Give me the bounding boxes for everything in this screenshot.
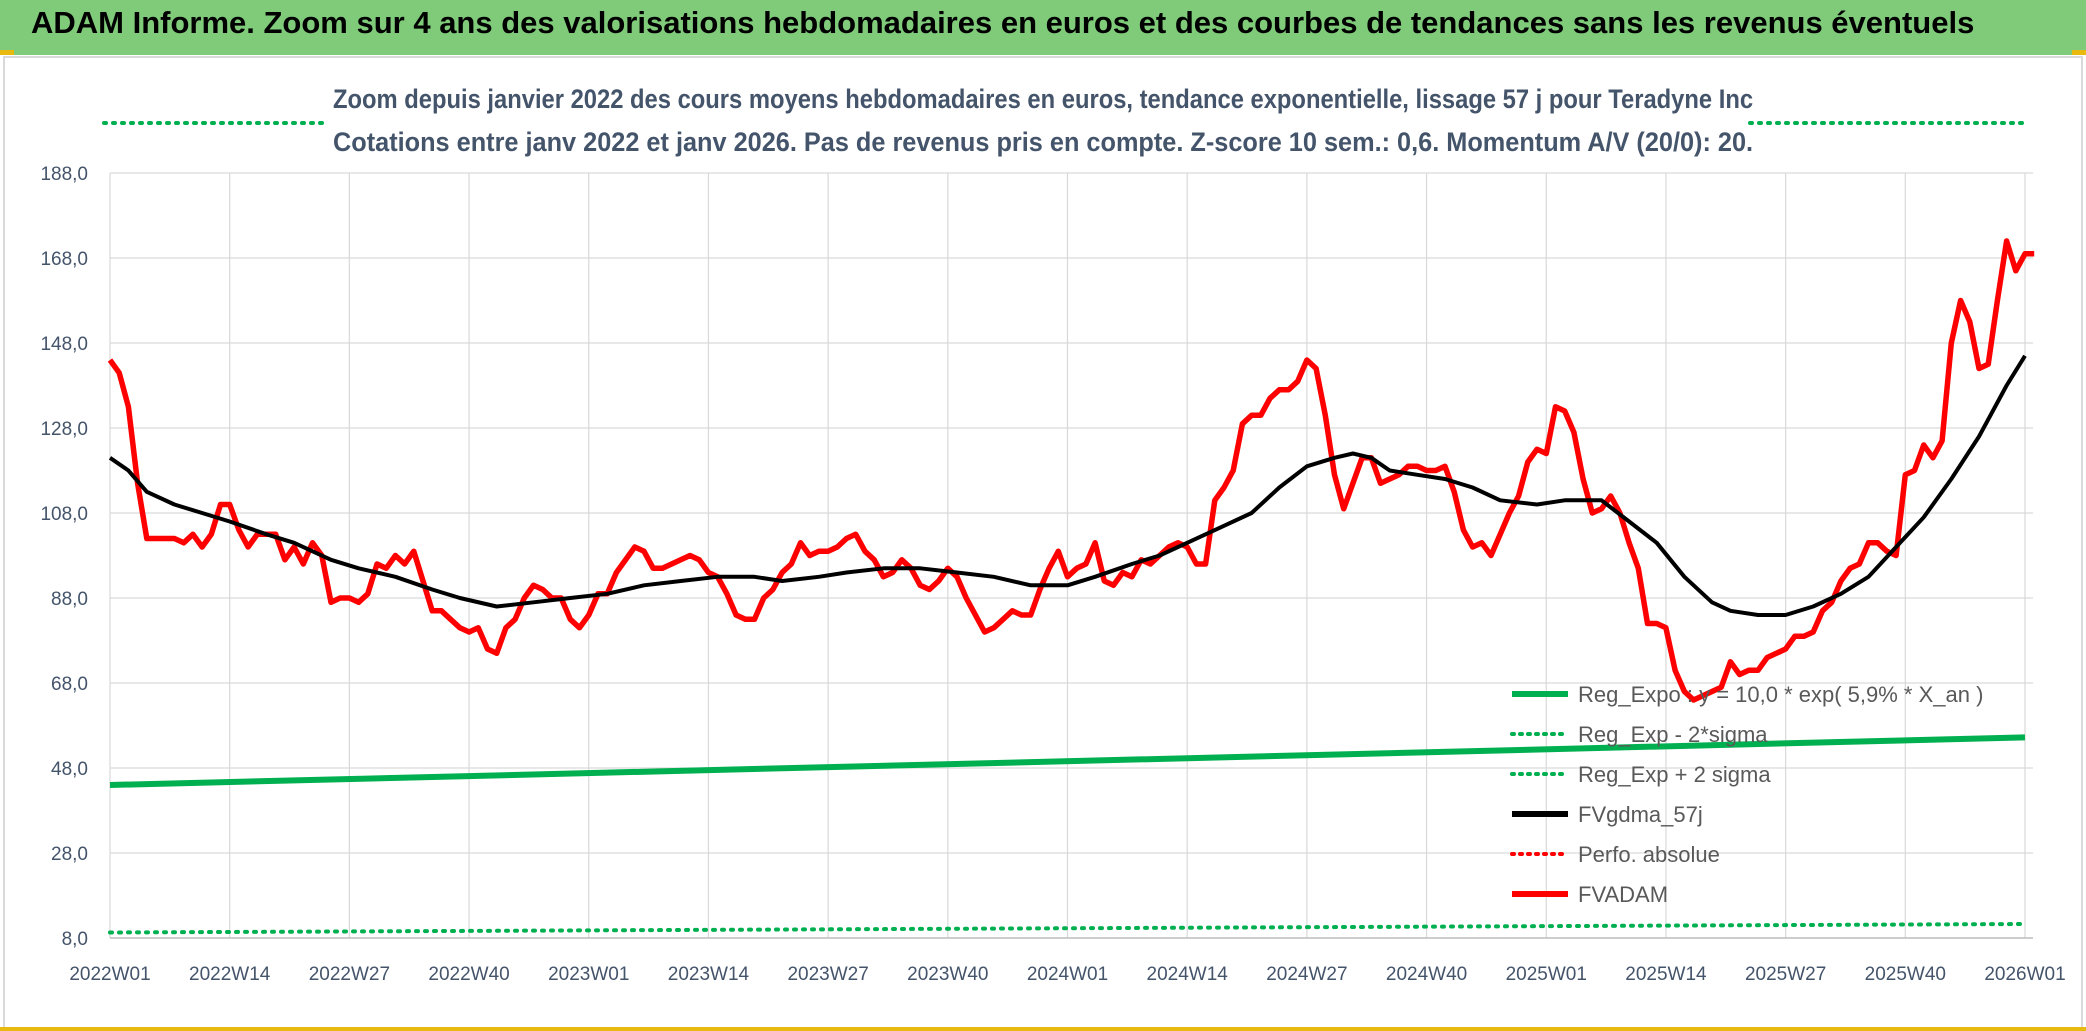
y-tick-label: 148,0 [40, 334, 88, 355]
y-tick-label: 68,0 [51, 674, 88, 695]
x-axis: 2022W01 2022W14 2022W27 2022W40 2023W01 2023W… [69, 937, 2066, 985]
x-tick-label: 2022W40 [428, 964, 509, 985]
header-bar: ADAM Informe. Zoom sur 4 ans des valoris… [0, 0, 2086, 55]
y-tick-label: 188,0 [40, 164, 88, 185]
y-tick-label: 88,0 [51, 589, 88, 610]
x-tick-label: 2025W01 [1506, 964, 1587, 985]
corner-accent-right [2072, 50, 2086, 55]
x-tick-label: 2023W01 [548, 964, 629, 985]
x-tick-label: 2025W14 [1625, 964, 1707, 985]
y-tick-label: 8,0 [62, 929, 88, 950]
page-title: ADAM Informe. Zoom sur 4 ans des valoris… [31, 5, 1975, 40]
corner-accent-left [0, 50, 14, 55]
x-tick-label: 2026W01 [1984, 964, 2065, 985]
x-tick-label: 2024W40 [1386, 964, 1467, 985]
legend: Reg_Expo : y = 10,0 * exp( 5,9% * X_an )… [1510, 682, 1983, 907]
bottom-accent-bar [0, 1027, 2086, 1031]
x-tick-label: 2024W01 [1027, 964, 1108, 985]
subtitle2-text: Cotations entre janv 2022 et janv 2026. … [332, 127, 1754, 157]
series-line-fvadam [107, 238, 2035, 703]
y-tick-label: 48,0 [51, 759, 88, 780]
x-tick-label: 2022W14 [189, 964, 271, 985]
chart-title: Zoom depuis janvier 2022 des cours moyen… [0, 84, 2086, 115]
y-tick-label: 108,0 [40, 504, 88, 525]
subtitle1-text: Zoom depuis janvier 2022 des cours moyen… [332, 84, 1754, 114]
y-tick-label: 168,0 [40, 249, 88, 270]
legend-label: Reg_Exp + 2 sigma [1578, 762, 1771, 787]
x-tick-label: 2025W27 [1745, 964, 1826, 985]
legend-label: FVADAM [1578, 882, 1668, 907]
x-tick-label: 2022W01 [69, 964, 150, 985]
series-line-reg-expo [109, 734, 2026, 788]
legend-label: Perfo. absolue [1578, 842, 1720, 867]
series-lines [102, 121, 2035, 935]
x-tick-label: 2025W40 [1865, 964, 1946, 985]
x-tick-label: 2022W27 [309, 964, 390, 985]
legend-label: Reg_Expo : y = 10,0 * exp( 5,9% * X_an ) [1578, 682, 1983, 707]
y-axis: 188,0 168,0 148,0 128,0 108,0 88,0 68,0 48,0 28,… [40, 164, 88, 950]
series-line-reg-exp-minus-2sigma [108, 922, 2027, 935]
x-tick-label: 2023W40 [907, 964, 988, 985]
x-tick-label: 2023W27 [787, 964, 868, 985]
legend-label: FVgdma_57j [1578, 802, 1703, 827]
chart-subtitle: Cotations entre janv 2022 et janv 2026. … [0, 127, 2086, 158]
x-tick-label: 2024W27 [1266, 964, 1347, 985]
y-tick-label: 128,0 [40, 419, 88, 440]
legend-label: Reg_Exp - 2*sigma [1578, 722, 1768, 747]
x-tick-label: 2024W14 [1147, 964, 1229, 985]
x-tick-label: 2023W14 [668, 964, 750, 985]
series-line-fvgdma [108, 354, 2027, 617]
y-tick-label: 28,0 [51, 844, 88, 865]
